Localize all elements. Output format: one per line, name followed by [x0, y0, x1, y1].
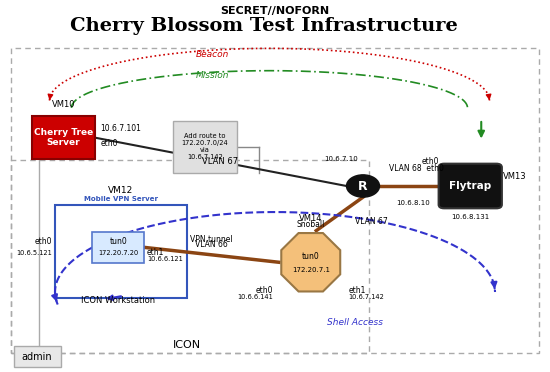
Text: 10.6.7.142: 10.6.7.142	[348, 294, 384, 300]
Text: 10.6.7.101: 10.6.7.101	[101, 124, 141, 133]
Text: Snoball: Snoball	[296, 220, 325, 229]
Text: SECRET//NOFORN: SECRET//NOFORN	[221, 6, 329, 16]
Text: tun0: tun0	[109, 237, 127, 246]
Text: VM12: VM12	[108, 186, 134, 195]
Text: 172.20.7.1: 172.20.7.1	[292, 267, 330, 273]
Text: R: R	[358, 180, 368, 192]
Text: admin: admin	[22, 352, 52, 362]
Text: eth1: eth1	[348, 286, 366, 295]
FancyBboxPatch shape	[32, 116, 95, 159]
Text: VM14: VM14	[299, 214, 322, 223]
Text: VLAN 68  eth0: VLAN 68 eth0	[389, 164, 444, 173]
Polygon shape	[281, 233, 340, 292]
Circle shape	[346, 175, 380, 197]
Text: 10.6.8.131: 10.6.8.131	[451, 214, 490, 220]
Text: eth0: eth0	[256, 286, 273, 295]
Text: ICON: ICON	[173, 340, 201, 350]
Text: 10.6.8.10: 10.6.8.10	[396, 200, 430, 206]
Text: VLAN 67: VLAN 67	[355, 217, 388, 226]
Text: Beacon: Beacon	[195, 50, 229, 59]
Text: eth0: eth0	[35, 237, 52, 246]
Text: eth1: eth1	[147, 247, 164, 257]
Text: eth0: eth0	[421, 157, 439, 166]
Text: 10.6.7.10: 10.6.7.10	[324, 156, 358, 162]
Text: 10.6.6.141: 10.6.6.141	[238, 294, 273, 300]
Text: Shell Access: Shell Access	[327, 318, 383, 327]
Text: Cherry Tree
Server: Cherry Tree Server	[34, 128, 93, 147]
Text: VLAN 66: VLAN 66	[195, 240, 228, 249]
FancyBboxPatch shape	[14, 346, 60, 367]
Text: eth0: eth0	[101, 139, 118, 148]
Text: Mobile VPN Server: Mobile VPN Server	[84, 196, 158, 202]
Text: Add route to
172.20.7.0/24
via
10.6.7.142: Add route to 172.20.7.0/24 via 10.6.7.14…	[182, 134, 228, 160]
Text: 172.20.7.20: 172.20.7.20	[98, 250, 139, 256]
Text: VPN tunnel: VPN tunnel	[190, 235, 233, 244]
Text: Mission: Mission	[195, 71, 229, 80]
Text: 10.6.6.121: 10.6.6.121	[147, 256, 183, 263]
Text: VM10: VM10	[52, 100, 75, 109]
FancyBboxPatch shape	[439, 164, 502, 208]
FancyBboxPatch shape	[173, 121, 236, 173]
Text: tun0: tun0	[302, 252, 320, 261]
FancyBboxPatch shape	[92, 231, 144, 263]
Text: Cherry Blossom Test Infrastructure: Cherry Blossom Test Infrastructure	[70, 17, 458, 35]
Text: Flytrap: Flytrap	[449, 181, 491, 191]
Text: VLAN 67: VLAN 67	[202, 157, 238, 166]
Text: ICON Workstation: ICON Workstation	[81, 296, 155, 305]
Text: VM13: VM13	[503, 172, 526, 181]
Text: 10.6.5.121: 10.6.5.121	[16, 250, 52, 256]
